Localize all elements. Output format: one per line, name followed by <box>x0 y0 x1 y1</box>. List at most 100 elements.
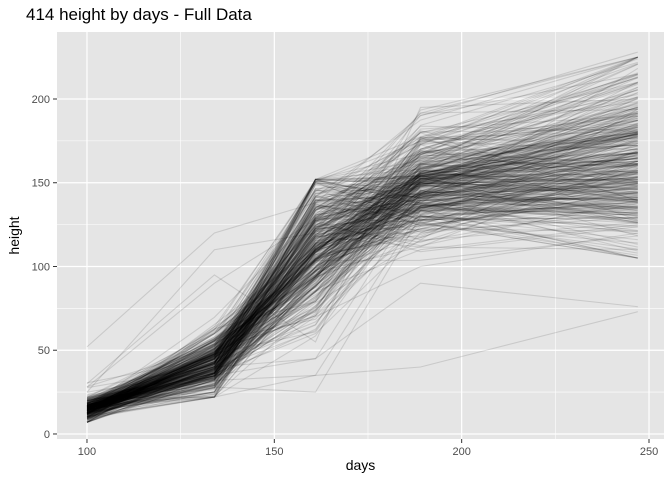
series-line <box>86 146 638 414</box>
series-line <box>86 197 638 423</box>
series-line <box>86 150 638 416</box>
series-line <box>86 147 638 412</box>
series-line <box>86 190 638 412</box>
series-line <box>86 207 638 412</box>
series-line <box>86 220 638 399</box>
series-line <box>86 182 638 413</box>
series-line <box>86 169 638 409</box>
series-line <box>86 167 638 411</box>
series-line <box>86 193 638 408</box>
series-line <box>86 282 638 415</box>
series-line <box>86 162 638 414</box>
series-line <box>86 177 638 414</box>
series-line <box>86 202 638 411</box>
series-line <box>86 202 638 412</box>
series-line <box>86 123 638 398</box>
series-line <box>86 96 638 411</box>
series-line <box>86 177 638 406</box>
series-line <box>86 162 638 423</box>
series-line <box>86 119 638 414</box>
series-line <box>86 202 638 409</box>
series-line <box>86 186 638 423</box>
series-line <box>86 192 638 404</box>
series-line <box>86 170 638 411</box>
series-line <box>86 219 638 410</box>
series-line <box>86 201 638 389</box>
series-line <box>86 73 638 393</box>
series-line <box>86 93 638 415</box>
series-line <box>86 129 638 423</box>
series-line <box>86 188 638 418</box>
series-line <box>86 173 638 408</box>
series-line <box>86 145 638 402</box>
series-line <box>86 209 638 419</box>
series-line <box>86 195 638 413</box>
series-line <box>86 194 638 402</box>
series-line <box>86 175 638 416</box>
series-line <box>86 152 638 404</box>
series-line <box>86 133 638 419</box>
series-line <box>86 122 638 416</box>
series-line <box>86 123 638 413</box>
series-line <box>86 106 638 408</box>
series-line <box>86 178 638 399</box>
series-line <box>86 147 638 406</box>
series-line <box>86 157 638 408</box>
series-line <box>86 223 638 423</box>
series-line <box>86 140 638 413</box>
series-line <box>86 163 638 407</box>
series-line <box>86 150 638 418</box>
series-line <box>86 81 639 423</box>
series-line <box>86 156 638 418</box>
series-line <box>86 133 638 414</box>
series-line <box>86 128 638 407</box>
series-line <box>86 156 638 416</box>
series-line <box>86 151 638 404</box>
series-line <box>86 177 638 407</box>
series-line <box>86 183 638 405</box>
y-tick-label: 150 <box>32 178 50 190</box>
series-line <box>86 235 638 407</box>
series-line <box>86 193 638 415</box>
series-line <box>86 155 638 401</box>
series-line <box>86 144 638 423</box>
series-line <box>86 182 638 415</box>
series-line <box>86 67 639 401</box>
series-line <box>86 151 638 408</box>
series-line <box>86 180 638 402</box>
series-line <box>86 137 638 405</box>
series-line <box>86 110 638 407</box>
y-tick-label: 50 <box>38 345 50 357</box>
plot-panel <box>57 32 664 439</box>
series-line <box>86 210 638 417</box>
series-line <box>86 131 638 417</box>
series-line <box>86 215 638 412</box>
series-line <box>86 176 638 412</box>
series-line <box>86 160 638 407</box>
series-line <box>86 76 638 410</box>
series-line <box>86 133 638 408</box>
series-line <box>86 136 638 413</box>
series-line <box>86 102 638 406</box>
series-line <box>86 163 638 405</box>
series-line <box>86 108 639 409</box>
series-line <box>86 96 638 417</box>
series-line <box>86 158 638 423</box>
series-line <box>86 178 638 398</box>
series-line <box>86 175 638 419</box>
series-line <box>86 160 638 423</box>
y-axis: 0 50 100 150 200 <box>32 94 57 441</box>
series-line <box>86 124 638 418</box>
series-line <box>86 112 639 410</box>
series-line <box>86 110 638 412</box>
series-line <box>86 131 638 408</box>
series-line <box>86 169 638 412</box>
series-line <box>86 98 638 385</box>
series-line <box>86 135 638 416</box>
series-line <box>86 56 638 411</box>
series-line <box>86 163 638 413</box>
series-line <box>86 168 638 406</box>
series-line <box>86 175 638 409</box>
series-line <box>86 119 638 413</box>
series-line <box>86 82 638 411</box>
